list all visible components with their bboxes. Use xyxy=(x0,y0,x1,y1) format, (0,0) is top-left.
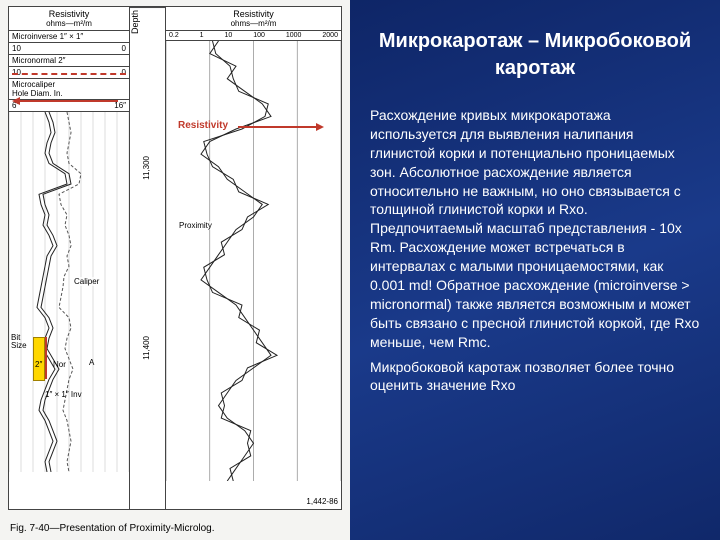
sc4: 1000 xyxy=(286,32,302,39)
slide-title: Микрокаротаж – Микробоковой каротаж xyxy=(370,28,700,82)
track1-svg xyxy=(9,112,129,472)
track-3: Resistivity ohms—m²/m 0.2 1 10 100 1000 … xyxy=(166,7,341,509)
track1-row-microinverse-scale: 10 0 xyxy=(9,43,129,55)
sc3: 100 xyxy=(253,32,265,39)
depth-label: Depth xyxy=(130,7,165,36)
microinverse-label: Microinverse 1″ × 1″ xyxy=(12,32,126,41)
track1-title: Resistivity ohms—m²/m xyxy=(9,7,129,31)
back-arrow-icon xyxy=(18,100,118,102)
sc0: 0.2 xyxy=(169,32,179,39)
track1-row-caliper-hdr: Microcaliper Hole Diam. In. xyxy=(9,79,129,100)
body-paragraph-1: Расхождение кривых микрокаротажа использ… xyxy=(370,106,700,352)
track3-title: Resistivity ohms—m²/m xyxy=(166,7,341,31)
track3-title-text: Resistivity xyxy=(170,9,337,19)
A-annot: A xyxy=(89,358,94,367)
sc1: 1 xyxy=(200,32,204,39)
track1-row-micronormal-scale: 10 0 xyxy=(9,67,129,79)
microcaliper-label: Microcaliper xyxy=(12,80,126,89)
resistivity-arrow-icon xyxy=(238,126,318,128)
track3-svg xyxy=(166,41,341,481)
bitsize-text: Bit Size xyxy=(11,333,27,350)
track3-units: ohms—m²/m xyxy=(170,19,337,28)
microcaliper-sub: Hole Diam. In. xyxy=(12,89,126,98)
nor-annot: Nor xyxy=(53,360,66,369)
resistivity-overlay-label: Resistivity xyxy=(178,120,228,131)
proximity-annot: Proximity xyxy=(178,221,213,230)
body-paragraph-2: Микробоковой каротаж позволяет более точ… xyxy=(370,358,700,396)
figure-caption: Fig. 7-40—Presentation of Proximity-Micr… xyxy=(10,523,215,534)
track3-body: Proximity xyxy=(166,41,341,509)
slide-body: Расхождение кривых микрокаротажа использ… xyxy=(370,106,700,395)
two-inch-annot: 2″ xyxy=(35,360,42,369)
track-1: Resistivity ohms—m²/m Microinverse 1″ × … xyxy=(9,7,130,509)
sc2: 10 xyxy=(225,32,233,39)
text-column: Микрокаротаж – Микробоковой каротаж Расх… xyxy=(350,0,720,540)
track1-row-microinverse: Microinverse 1″ × 1″ xyxy=(9,31,129,43)
log-tracks: Resistivity ohms—m²/m Microinverse 1″ × … xyxy=(8,6,342,510)
inv-annot: 1″ × 1″ Inv xyxy=(45,390,82,399)
sc5: 2000 xyxy=(322,32,338,39)
depth-tick-2: 11,400 xyxy=(142,336,151,360)
track1-body: Caliper Bit Size 2″ Nor A 1″ × 1″ Inv xyxy=(9,112,129,509)
log-figure: Resistivity ohms—m²/m Microinverse 1″ × … xyxy=(0,0,350,540)
bitsize-annot: Bit Size xyxy=(11,334,33,350)
caliper-annot: Caliper xyxy=(73,277,100,286)
track1-title-text: Resistivity xyxy=(13,9,125,19)
track1-units: ohms—m²/m xyxy=(13,19,125,28)
figure-number: 1,442-86 xyxy=(306,497,338,506)
bit-size-block xyxy=(33,337,45,381)
track1-row-micronormal: Micronormal 2″ xyxy=(9,55,129,67)
microinverse-right: 0 xyxy=(122,44,126,53)
micronormal-label: Micronormal 2″ xyxy=(12,56,126,65)
track-depth: Depth 11,300 11,400 xyxy=(130,7,166,509)
micronormal-dash xyxy=(12,73,126,75)
nor-red-line xyxy=(45,337,47,379)
microinverse-left: 10 xyxy=(12,44,21,53)
depth-body: 11,300 11,400 xyxy=(130,36,165,509)
caliper-right: 16″ xyxy=(114,101,126,110)
depth-tick-1: 11,300 xyxy=(142,156,151,180)
track3-scale: 0.2 1 10 100 1000 2000 xyxy=(166,31,341,41)
slide: Resistivity ohms—m²/m Microinverse 1″ × … xyxy=(0,0,720,540)
